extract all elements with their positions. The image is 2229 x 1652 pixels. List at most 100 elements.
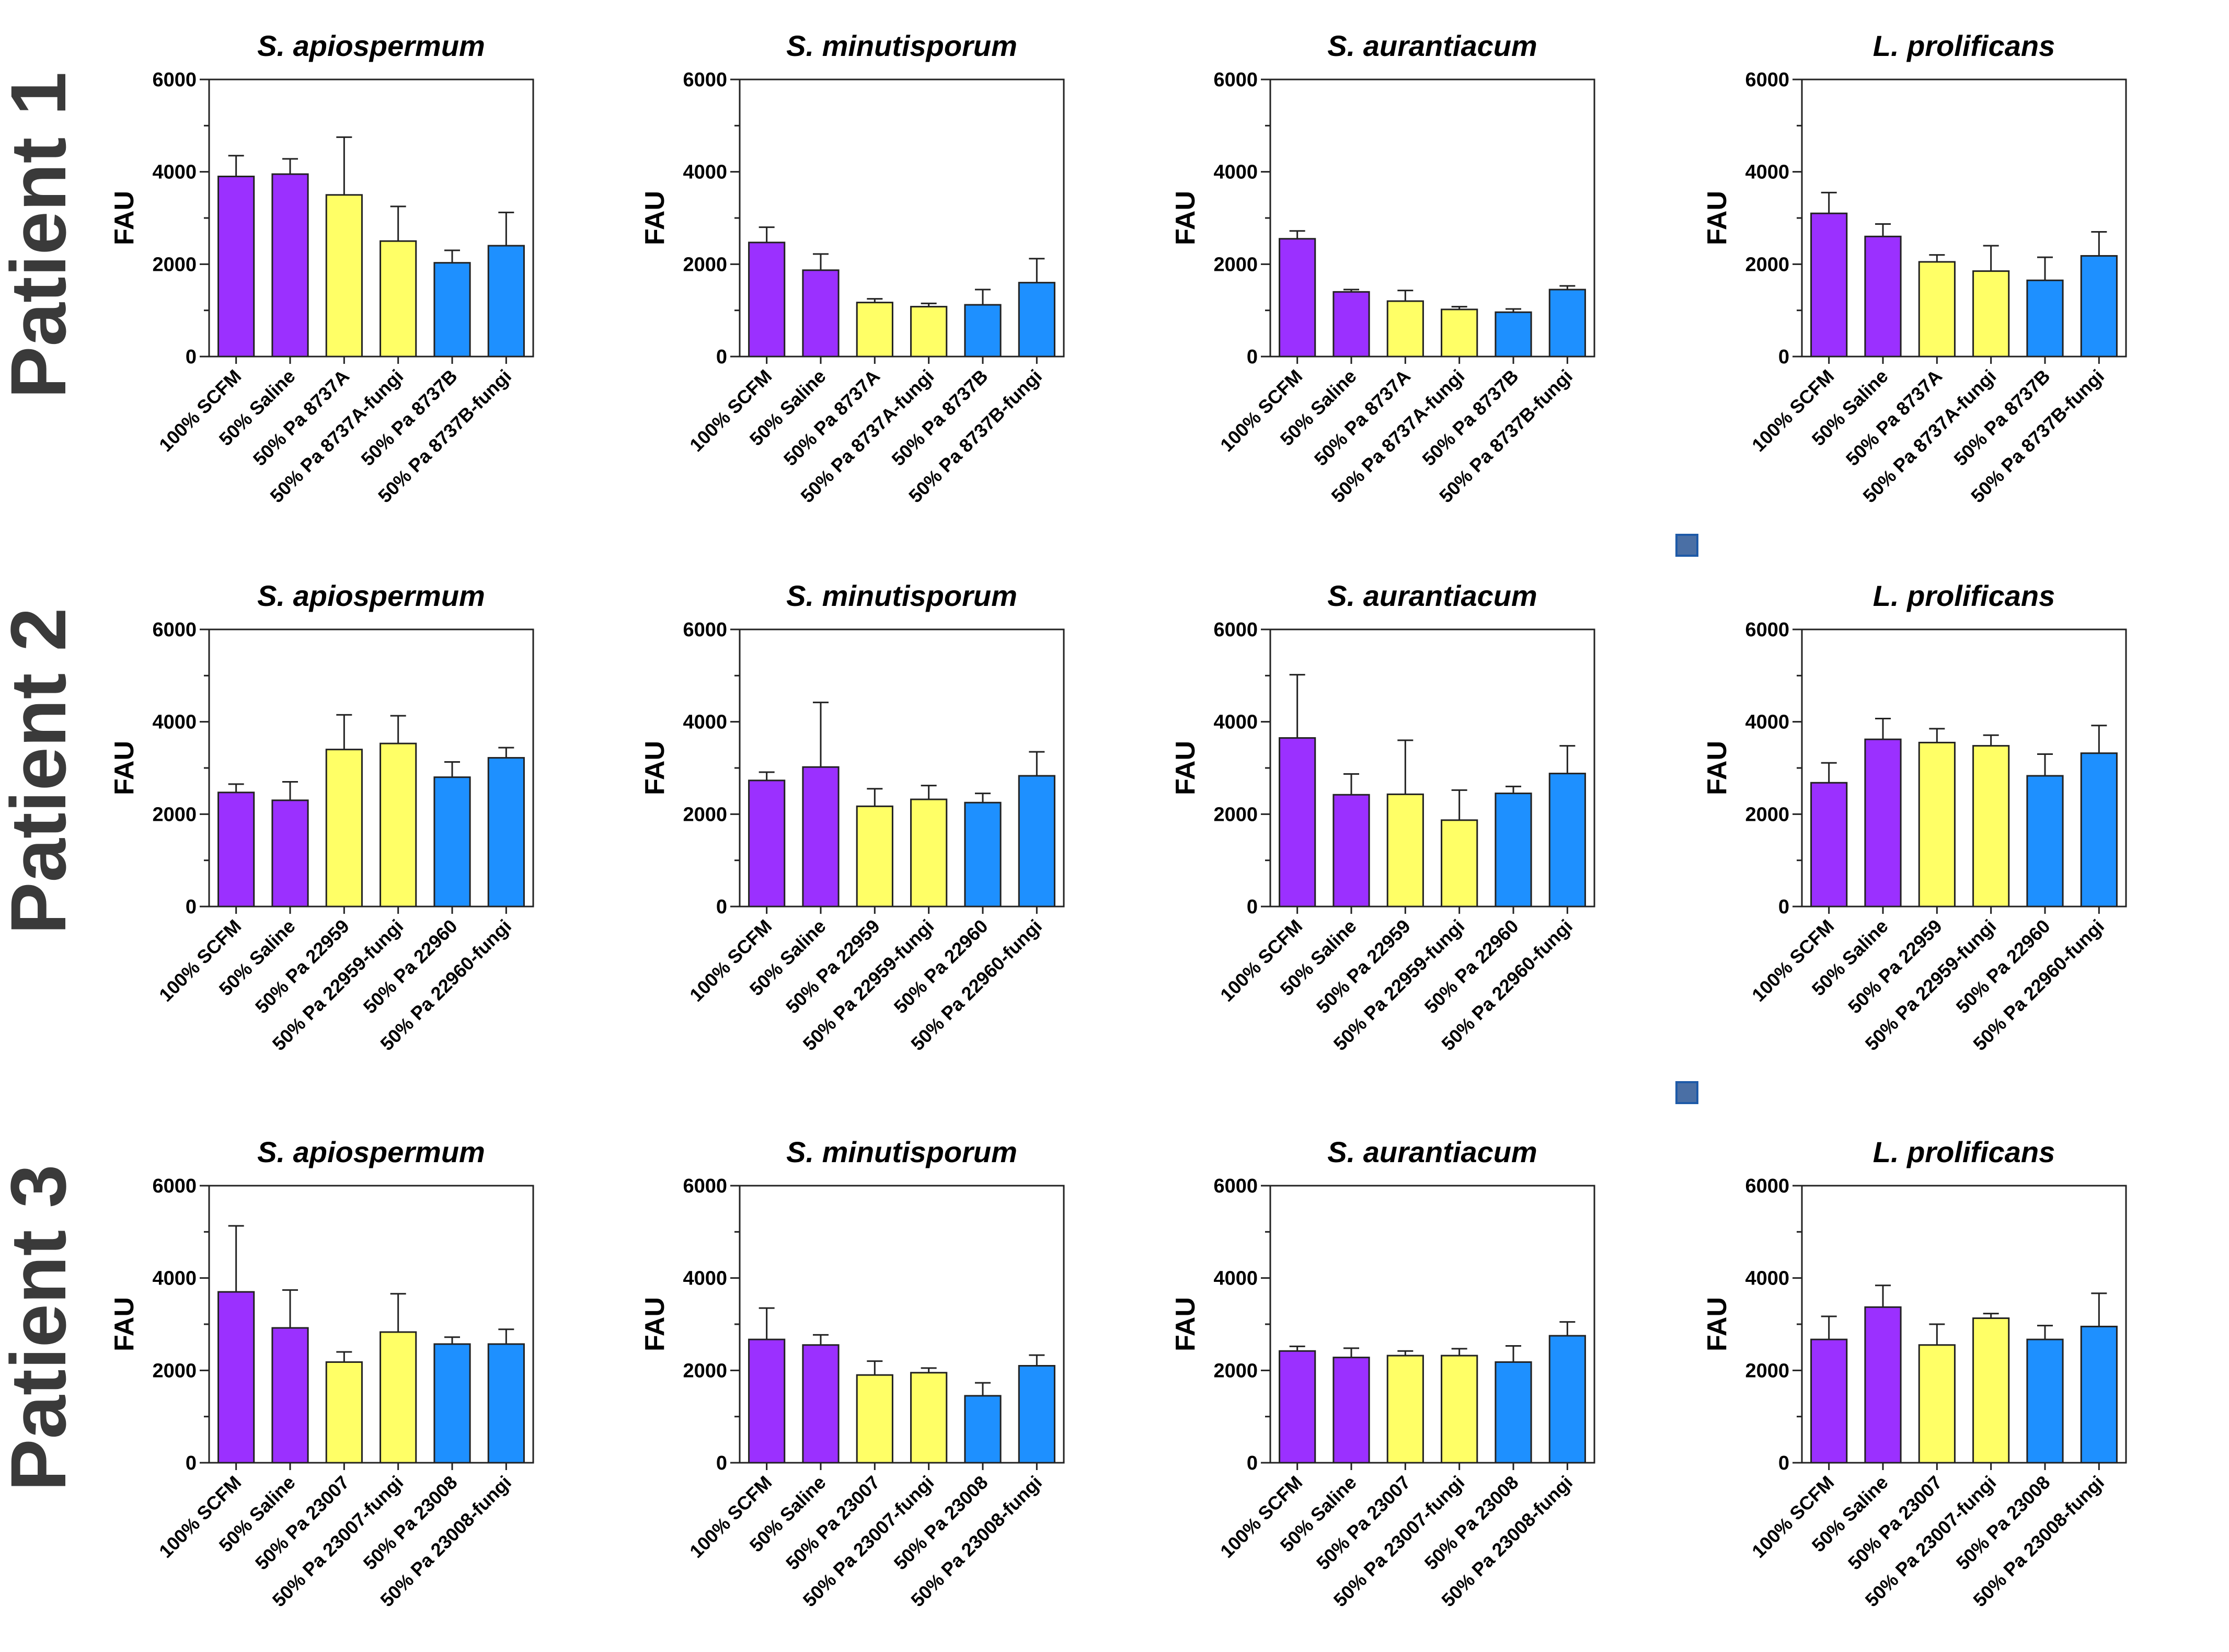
bar <box>2026 279 2064 358</box>
bar <box>1386 300 1424 358</box>
row-label-patient-3: Patient 3 <box>0 1164 82 1491</box>
bar <box>217 791 255 908</box>
chart-title: S. apiospermum <box>257 29 485 62</box>
bar <box>1332 1357 1370 1464</box>
y-axis-label: FAU <box>1170 191 1201 245</box>
y-tick-label: 0 <box>1778 1452 1789 1474</box>
x-tick-label: 50% Pa 8737A <box>1842 365 1946 470</box>
bar <box>1972 745 2010 908</box>
bar <box>748 1338 786 1464</box>
x-tick-label: 50% Pa 22959 <box>782 915 884 1018</box>
y-tick-label: 4000 <box>683 162 727 183</box>
y-tick-label: 0 <box>1247 1452 1258 1474</box>
y-tick-label: 2000 <box>683 1360 727 1382</box>
y-tick-label: 6000 <box>1213 619 1258 641</box>
y-tick-label: 6000 <box>1745 619 1789 641</box>
plot-frame <box>1801 78 2127 358</box>
bar <box>433 1343 471 1464</box>
x-tick-label: 50% Pa 8737A <box>249 365 353 470</box>
bar <box>748 779 786 908</box>
bar <box>1918 1344 1956 1464</box>
chart-title: S. apiospermum <box>257 1135 485 1168</box>
chart-title: S. minutisporum <box>786 579 1017 612</box>
bar <box>1279 737 1316 908</box>
bar <box>1018 282 1055 358</box>
x-tick-label: 50% Pa 23007 <box>251 1472 353 1574</box>
bar <box>910 1372 948 1464</box>
chart-title: L. prolificans <box>1873 29 2055 62</box>
y-tick-label: 6000 <box>1745 1175 1789 1197</box>
x-tick-label: 50% Pa 23008 <box>359 1472 462 1574</box>
chart-title: L. prolificans <box>1873 579 2055 612</box>
bar <box>856 302 893 358</box>
bar <box>487 245 525 358</box>
bar <box>1810 1338 1848 1464</box>
x-tick-label: 50% Pa 23008 <box>890 1472 992 1574</box>
y-tick-label: 6000 <box>152 619 197 641</box>
y-tick-label: 6000 <box>683 69 727 91</box>
row-label-patient-1: Patient 1 <box>0 72 82 398</box>
bar <box>1332 794 1370 908</box>
bar <box>802 766 840 908</box>
y-tick-label: 0 <box>1778 896 1789 918</box>
bar <box>1548 773 1586 908</box>
y-axis-label: FAU <box>640 191 670 245</box>
row-label-group: Patient 1 Patient 2 Patient 3 <box>0 72 82 1491</box>
bar <box>1441 1355 1478 1464</box>
bar <box>1918 261 1956 358</box>
y-tick-label: 2000 <box>152 254 197 276</box>
plot-frame <box>208 628 534 908</box>
x-tick-label: 50% Pa 22960 <box>1952 915 2054 1018</box>
y-tick-label: 0 <box>1778 346 1789 368</box>
plot-frame <box>739 1185 1065 1464</box>
y-tick-label: 4000 <box>1745 1268 1789 1290</box>
bar <box>910 306 948 358</box>
bar <box>487 757 525 908</box>
bar <box>1864 235 1902 358</box>
y-tick-label: 0 <box>716 1452 727 1474</box>
bar <box>964 1395 1002 1464</box>
y-tick-label: 4000 <box>1213 162 1258 183</box>
bar <box>1495 311 1532 358</box>
bar <box>2026 775 2064 908</box>
y-axis-label: FAU <box>109 741 140 795</box>
x-tick-label: 50% Pa 22959 <box>1844 915 1946 1018</box>
y-tick-label: 4000 <box>152 162 197 183</box>
y-tick-label: 2000 <box>152 804 197 825</box>
plot-frame <box>1801 1185 2127 1464</box>
x-tick-label: 50% Pa 23008 <box>1420 1472 1523 1574</box>
bar <box>1018 775 1055 908</box>
bar <box>380 240 417 358</box>
bar <box>325 749 363 908</box>
y-tick-label: 6000 <box>152 1175 197 1197</box>
y-tick-label: 0 <box>1247 346 1258 368</box>
bar <box>1864 1306 1902 1464</box>
y-tick-label: 0 <box>186 346 197 368</box>
y-tick-label: 0 <box>716 896 727 918</box>
y-axis-label: FAU <box>1170 1297 1201 1351</box>
y-tick-label: 6000 <box>152 69 197 91</box>
bar <box>1972 270 2010 358</box>
bar <box>271 1327 309 1464</box>
x-tick-label: 50% Pa 23008 <box>1952 1472 2054 1574</box>
x-tick-label: 50% Pa 8737B <box>1949 365 2054 470</box>
chart-title: S. aurantiacum <box>1327 579 1537 612</box>
y-tick-label: 4000 <box>683 712 727 733</box>
y-tick-label: 2000 <box>1213 1360 1258 1382</box>
y-axis-label: FAU <box>109 1297 140 1351</box>
x-tick-label: 50% Pa 8737A <box>779 365 884 470</box>
bar <box>433 776 471 908</box>
y-axis-label: FAU <box>1702 741 1732 795</box>
chart-title: S. minutisporum <box>786 29 1017 62</box>
bar <box>802 269 840 358</box>
bar <box>487 1343 525 1464</box>
y-tick-label: 6000 <box>683 619 727 641</box>
y-tick-label: 2000 <box>683 804 727 825</box>
bar <box>856 805 893 908</box>
